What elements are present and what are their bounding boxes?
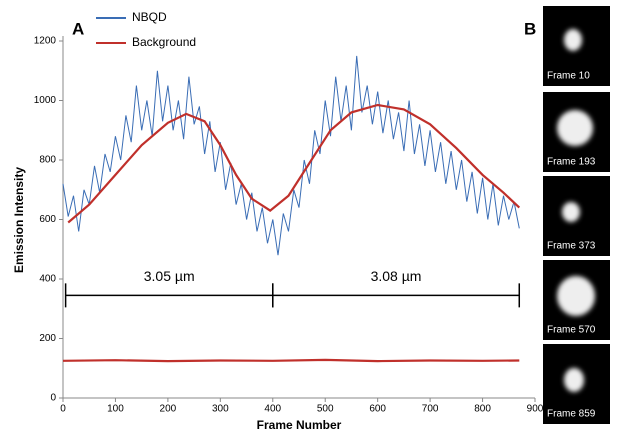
y-axis-title: Emission Intensity (12, 167, 26, 273)
x-axis-title: Frame Number (257, 418, 342, 432)
x-tick-label: 700 (422, 404, 439, 415)
frame-label: Frame 10 (547, 71, 590, 82)
annotation: 3.05 µm (144, 268, 195, 284)
frame-blob (557, 276, 595, 316)
series-line (62, 358, 520, 363)
y-tick-label: 200 (39, 333, 56, 344)
y-tick-label: 1200 (34, 36, 57, 47)
x-tick-label: 100 (107, 404, 124, 415)
x-tick-label: 0 (60, 404, 66, 415)
x-tick-label: 800 (474, 404, 491, 415)
x-tick-label: 900 (527, 404, 544, 415)
frame-label: Frame 570 (547, 325, 596, 336)
y-tick-label: 0 (50, 393, 56, 404)
frame-blob (564, 29, 582, 51)
frame-label: Frame 373 (547, 241, 596, 252)
frame-label: Frame 859 (547, 409, 596, 420)
frame-blob (562, 202, 580, 222)
x-tick-label: 400 (264, 404, 281, 415)
frame-blob (557, 110, 593, 146)
frame-blob (564, 368, 584, 392)
legend-label: NBQD (132, 10, 167, 24)
annotation: 3.08 µm (371, 268, 422, 284)
y-tick-label: 400 (39, 274, 56, 285)
panel-label: A (72, 19, 84, 38)
series-line (67, 103, 521, 224)
x-tick-label: 600 (369, 404, 386, 415)
x-tick-label: 500 (317, 404, 334, 415)
y-tick-label: 800 (39, 155, 56, 166)
x-tick-label: 200 (160, 404, 177, 415)
frame-label: Frame 193 (547, 157, 596, 168)
x-tick-label: 300 (212, 404, 229, 415)
series-line (62, 55, 520, 256)
panel-label: B (524, 19, 536, 38)
y-tick-label: 1000 (34, 95, 57, 106)
y-tick-label: 600 (39, 214, 56, 225)
legend-label: Background (132, 35, 196, 49)
